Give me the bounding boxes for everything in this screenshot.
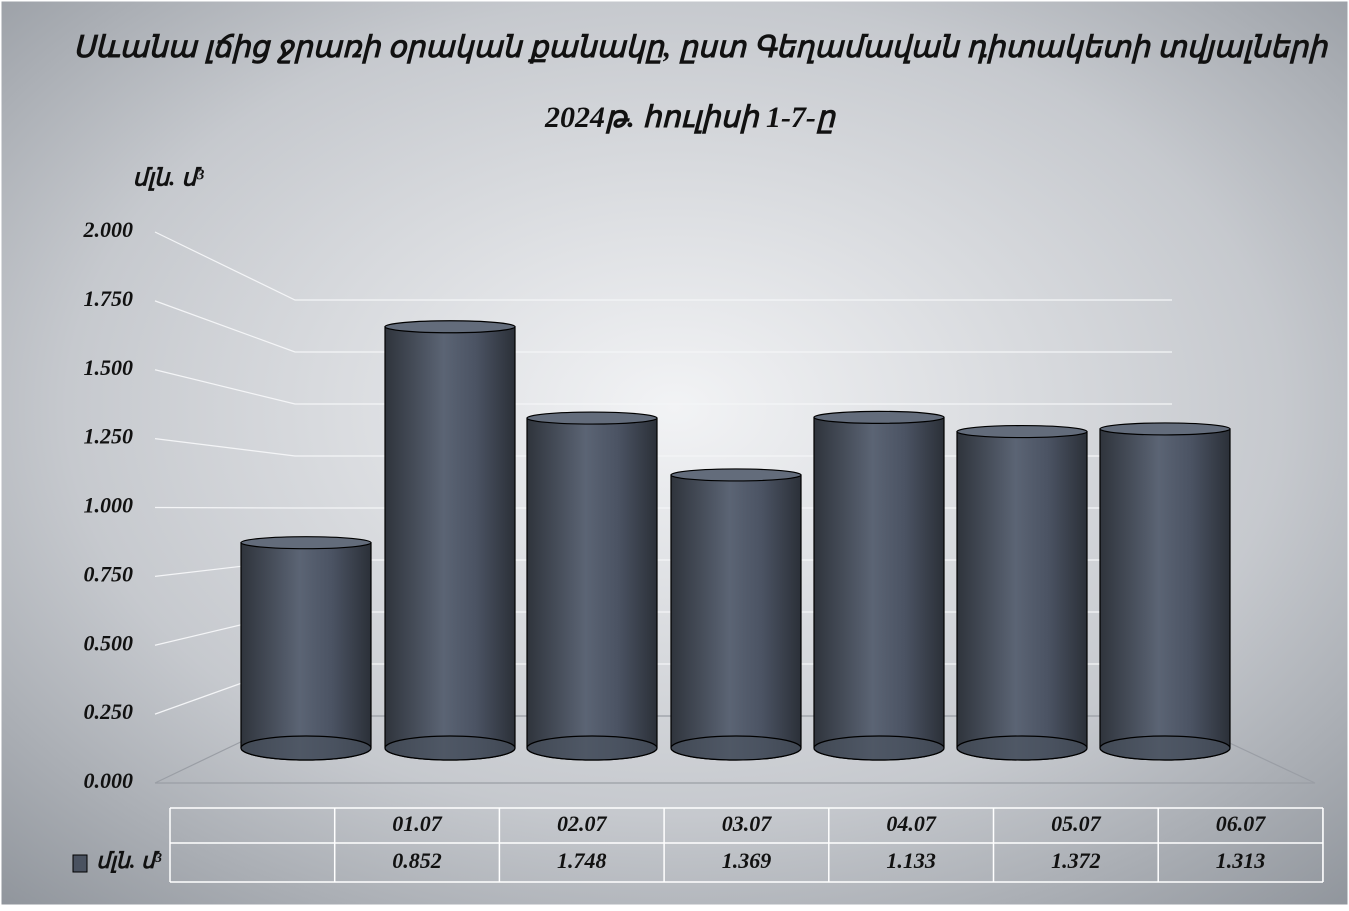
cylinder-base xyxy=(1099,735,1231,761)
cylinder-top xyxy=(813,410,945,424)
cylinder-base xyxy=(240,735,372,761)
grid-line xyxy=(154,300,1172,353)
cylinder-body xyxy=(240,542,372,761)
y-axis-label: մլն. մ³ xyxy=(132,166,204,192)
cylinder-top xyxy=(526,411,658,425)
cylinder-base xyxy=(526,735,658,761)
table-category: 02.07 xyxy=(557,811,608,836)
y-tick-label: 0.000 xyxy=(84,768,134,793)
cylinder-base xyxy=(670,735,802,761)
cylinder-body xyxy=(384,326,516,761)
cylinder-top xyxy=(384,320,516,334)
cylinder-top xyxy=(670,468,802,482)
table-value: 1.133 xyxy=(886,848,936,873)
table-value: 1.372 xyxy=(1051,848,1101,873)
y-tick-label: 1.500 xyxy=(84,355,134,380)
grid-line xyxy=(154,231,1172,301)
table-category: 06.07 xyxy=(1216,811,1267,836)
cylinder-base xyxy=(384,735,516,761)
table-category: 03.07 xyxy=(722,811,773,836)
legend-label: մլն. մ³ xyxy=(96,848,162,873)
table-category: 05.07 xyxy=(1051,811,1102,836)
cylinder-top xyxy=(956,424,1088,439)
y-tick-label: 1.750 xyxy=(84,286,134,311)
cylinder-body xyxy=(670,474,802,761)
cylinder xyxy=(526,411,658,761)
cylinder-body xyxy=(526,417,658,761)
y-tick-label: 1.250 xyxy=(84,424,134,449)
table-value: 1.369 xyxy=(722,848,772,873)
cylinder xyxy=(813,410,945,761)
table-value: 1.313 xyxy=(1216,848,1266,873)
cylinder xyxy=(240,536,372,761)
cylinder-base xyxy=(956,735,1088,761)
legend-swatch xyxy=(72,854,88,873)
data-table: մլն. մ³ 01.07 0.852 02.07 1.748 03.07 1.369 04.… xyxy=(72,807,1324,883)
cylinder-body xyxy=(1099,428,1231,761)
chart-subtitle: 2024թ. հուլիսի 1-7-ը xyxy=(544,101,837,134)
cylinder xyxy=(1099,422,1231,761)
table-category: 04.07 xyxy=(886,811,937,836)
table-value: 1.748 xyxy=(557,848,607,873)
table-grid xyxy=(169,807,1324,883)
y-tick-label: 1.000 xyxy=(84,493,134,518)
y-tick-label: 0.750 xyxy=(84,561,134,586)
y-tick-label: 2.000 xyxy=(83,217,134,242)
cylinder xyxy=(956,424,1088,761)
grid-line xyxy=(154,369,1172,405)
table-category: 01.07 xyxy=(392,811,443,836)
cylinder-body xyxy=(813,416,945,761)
cylinder-top xyxy=(240,536,372,550)
cylinder-body xyxy=(956,430,1088,761)
y-tick-label: 0.500 xyxy=(84,630,134,655)
cylinder-base xyxy=(813,735,945,761)
y-tick-label: 0.250 xyxy=(84,699,134,724)
cylinder xyxy=(670,468,802,761)
chart-title: Սևանա լճից ջրառի օրական քանակը, ըստ Գեղա… xyxy=(73,31,1329,64)
table-value: 0.852 xyxy=(392,848,442,873)
cylinder-top xyxy=(1099,422,1231,436)
cylinder xyxy=(384,320,516,761)
